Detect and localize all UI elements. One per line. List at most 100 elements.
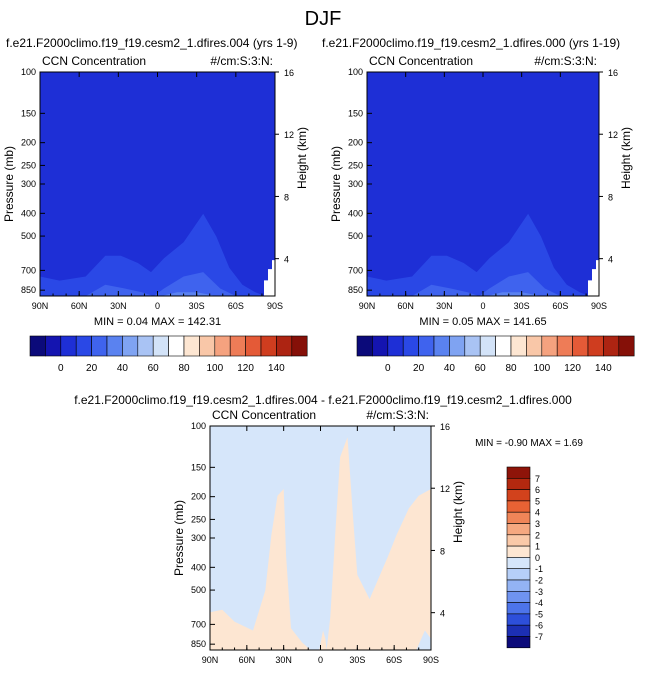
y-tick-label: 100 — [348, 67, 363, 77]
y2-tick-label: 4 — [284, 255, 289, 265]
x-tick-label: 60S — [552, 301, 568, 311]
x-tick-label: 30N — [110, 301, 127, 311]
colorbar-swatch — [122, 335, 139, 357]
y-tick-label: 200 — [191, 492, 206, 502]
x-tick-label: 90N — [202, 655, 219, 665]
y2-tick-label: 16 — [608, 68, 618, 78]
x-tick-label: 90N — [359, 301, 376, 311]
colorbar-label: 120 — [564, 363, 581, 374]
colorbar-swatch — [291, 335, 308, 357]
colorbar-swatch — [506, 590, 531, 603]
colorbar-swatch — [526, 335, 543, 357]
missing-data — [264, 260, 275, 296]
x-tick-label: 90N — [32, 301, 49, 311]
contour-layer-3 — [59, 292, 249, 296]
x-tick-label: 90S — [267, 301, 283, 311]
colorbar-swatch — [199, 335, 216, 357]
colorbar-label: 60 — [148, 363, 160, 374]
colorbar-label: 40 — [117, 363, 129, 374]
y2-tick-label: 4 — [608, 255, 613, 265]
colorbar-swatch — [506, 477, 531, 490]
colorbar-swatch — [229, 335, 246, 357]
colorbar-swatch — [506, 534, 531, 547]
contour-layer-1 — [367, 213, 599, 296]
colorbar-label: 4 — [535, 508, 540, 518]
colorbar-swatch — [60, 335, 77, 357]
x-tick-label: 30N — [275, 655, 292, 665]
colorbar-swatch — [183, 335, 200, 357]
colorbar-swatch — [506, 602, 531, 615]
panel-3: f.e21.F2000climo.f19_f19.cesm2_1.dfires.… — [74, 393, 583, 665]
missing-data — [588, 260, 599, 296]
colorbar-swatch — [45, 335, 62, 357]
y-tick-label: 850 — [21, 285, 36, 295]
colorbar-label: -7 — [535, 632, 543, 642]
panel-right-label: #/cm:S:3:N: — [366, 408, 429, 422]
y2-tick-label: 4 — [440, 609, 445, 619]
panel-stats: MIN = 0.05 MAX = 141.65 — [419, 316, 546, 328]
x-tick-label: 90S — [591, 301, 607, 311]
x-tick-label: 60S — [228, 301, 244, 311]
y-axis-label: Pressure (mb) — [329, 146, 343, 222]
y2-axis-label: Height (km) — [295, 127, 309, 189]
y-tick-label: 850 — [191, 639, 206, 649]
colorbar-label: 100 — [533, 363, 550, 374]
y-tick-label: 200 — [348, 138, 363, 148]
y2-tick-label: 12 — [284, 130, 294, 140]
colorbar-label: 5 — [535, 496, 540, 506]
y2-axis-label: Height (km) — [619, 127, 633, 189]
colorbar-label: -1 — [535, 564, 543, 574]
y-tick-label: 300 — [191, 533, 206, 543]
colorbar-swatch — [495, 335, 512, 357]
colorbar-swatch — [603, 335, 620, 357]
colorbar-2: 0 20 40 60 80 100 120 140 — [356, 335, 635, 374]
colorbar-swatch — [587, 335, 604, 357]
panel-1: f.e21.F2000climo.f19_f19.cesm2_1.dfires.… — [2, 36, 309, 328]
y-tick-label: 250 — [21, 160, 36, 170]
colorbar-swatch — [464, 335, 481, 357]
colorbar-swatch — [506, 500, 531, 513]
field-background — [367, 72, 599, 296]
colorbar-swatch — [106, 335, 123, 357]
colorbar-label: -2 — [535, 576, 543, 586]
colorbar-label: 0 — [535, 553, 540, 563]
colorbar-label: -6 — [535, 621, 543, 631]
colorbar-label: 0 — [58, 363, 64, 374]
figure-title: DJF — [305, 8, 342, 30]
contour-layer-1 — [40, 213, 275, 296]
y-tick-label: 500 — [21, 231, 36, 241]
colorbar-swatch — [260, 335, 277, 357]
contour-layer-2 — [367, 272, 587, 296]
field-background — [40, 72, 275, 296]
colorbar-label: -3 — [535, 587, 543, 597]
colorbar-label: 100 — [206, 363, 223, 374]
colorbar-swatch — [506, 568, 531, 581]
y-tick-label: 400 — [21, 208, 36, 218]
y-tick-label: 500 — [348, 231, 363, 241]
panel-left-label: CCN Concentration — [369, 54, 473, 68]
y2-axis-label: Height (km) — [451, 481, 465, 543]
x-tick-label: 0 — [318, 655, 323, 665]
x-tick-label: 60N — [397, 301, 414, 311]
colorbar-label: 2 — [535, 530, 540, 540]
y-axis-label: Pressure (mb) — [172, 500, 186, 576]
positive-region-2 — [326, 437, 431, 650]
y-tick-label: 100 — [191, 421, 206, 431]
y2-tick-label: 8 — [440, 546, 445, 556]
colorbar-swatch — [506, 557, 531, 570]
y-tick-label: 700 — [191, 619, 206, 629]
colorbar-label: -5 — [535, 609, 543, 619]
y-tick-label: 300 — [21, 179, 36, 189]
colorbar-swatch — [510, 335, 527, 357]
y-tick-label: 250 — [348, 160, 363, 170]
contour-layer-2 — [40, 272, 262, 296]
y-tick-label: 700 — [348, 265, 363, 275]
x-tick-label: 60S — [386, 655, 402, 665]
panel-subtitle: f.e21.F2000climo.f19_f19.cesm2_1.dfires.… — [74, 393, 572, 407]
y2-tick-label: 16 — [284, 68, 294, 78]
y2-tick-label: 8 — [608, 192, 613, 202]
colorbar-swatch — [506, 624, 531, 637]
y2-tick-label: 16 — [440, 422, 450, 432]
colorbar-swatch — [276, 335, 293, 357]
colorbar-label: 140 — [268, 363, 285, 374]
